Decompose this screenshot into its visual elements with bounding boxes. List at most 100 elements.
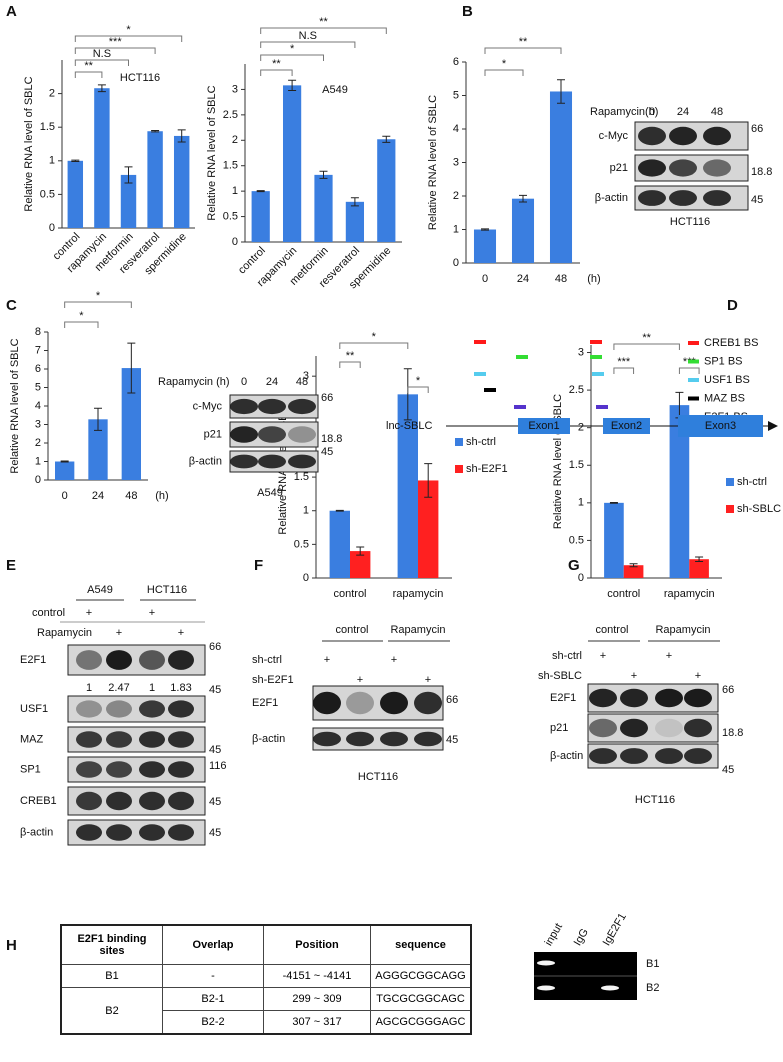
- bar: [473, 229, 497, 263]
- blot-band: [168, 761, 194, 778]
- header-cell: E2F1 binding sites: [60, 924, 163, 965]
- plus-sign: +: [149, 607, 155, 619]
- cell: B2-2: [162, 1010, 264, 1035]
- blot-band: [288, 398, 316, 415]
- blot-band: [106, 824, 132, 841]
- blot-cell-line: A549: [87, 584, 113, 596]
- bar: [329, 510, 350, 578]
- plus-sign: +: [324, 654, 330, 666]
- error-bar: [403, 368, 412, 421]
- blot-row-label: CREB1: [20, 795, 57, 807]
- blot-marker: 18.8: [722, 727, 743, 739]
- significance-label: **: [642, 332, 651, 344]
- significance-bracket: [260, 69, 293, 76]
- blot-band: [414, 691, 442, 715]
- legend-label: SP1 BS: [704, 355, 743, 367]
- significance-label: *: [290, 43, 295, 55]
- exon-label: Exon1: [528, 420, 559, 432]
- blot-band: [76, 700, 102, 718]
- x-tick-label: control: [333, 588, 366, 600]
- blot-band: [703, 159, 731, 177]
- y-tick-label: 2.5: [223, 109, 238, 121]
- y-tick-label: 4: [35, 400, 41, 412]
- x-tick-label: 0: [62, 490, 68, 502]
- error-bar: [424, 463, 433, 498]
- blot-band: [589, 688, 617, 708]
- error-bar: [557, 79, 565, 104]
- error-bar: [382, 135, 391, 143]
- blot-row-label: β-actin: [550, 750, 583, 762]
- bar: [121, 368, 141, 480]
- bar: [669, 405, 690, 578]
- band-quantification: 1: [86, 682, 92, 694]
- cell: B2-1: [162, 987, 264, 1011]
- blot-row-label: E2F1: [550, 692, 576, 704]
- bar: [147, 131, 163, 228]
- significance-bracket: [64, 321, 99, 328]
- blot-marker: 45: [751, 194, 763, 206]
- blot-band: [230, 426, 258, 443]
- y-tick-label: 0.5: [223, 210, 238, 222]
- chart-annotation: HCT116: [120, 72, 160, 84]
- blot-band: [139, 791, 165, 811]
- x-tick-label: rapamycin: [393, 588, 444, 600]
- blot-row-label: c-Myc: [193, 400, 223, 412]
- y-tick-label: 3: [35, 418, 41, 430]
- blot-marker: 45: [209, 827, 221, 839]
- x-tick-label: 48: [125, 490, 137, 502]
- blot-band: [380, 691, 408, 715]
- y-tick-label: 1: [303, 505, 309, 517]
- significance-bracket: [484, 69, 524, 76]
- blot-row-label: p21: [204, 428, 222, 440]
- blot-band: [655, 718, 683, 738]
- blot-row-label: β-actin: [20, 826, 53, 838]
- y-tick-label: 2: [453, 190, 459, 202]
- legend-swatch: [688, 396, 699, 401]
- error-bar: [124, 166, 133, 184]
- significance-bracket: [613, 367, 635, 374]
- significance-label: **: [84, 60, 93, 72]
- table-header: E2F1 binding sites Overlap Position sequ…: [60, 924, 472, 965]
- y-tick-label: 0.5: [294, 538, 309, 550]
- blot-band: [168, 791, 194, 811]
- blot-band: [669, 126, 697, 146]
- blot-band: [139, 731, 165, 748]
- chart-annotation: A549: [322, 84, 348, 96]
- panel-label: B: [462, 3, 473, 20]
- blot-band: [684, 748, 712, 764]
- blot-lane-label: 24: [266, 376, 278, 388]
- plus-sign: +: [391, 654, 397, 666]
- blot-band: [76, 650, 102, 670]
- blot-band: [168, 650, 194, 670]
- condition-label: control: [32, 607, 65, 619]
- cell: -: [162, 964, 264, 988]
- group-label: control: [335, 624, 368, 636]
- blot-row-label: β-actin: [252, 733, 285, 745]
- y-tick-label: 8: [35, 326, 41, 338]
- significance-bracket: [64, 301, 132, 308]
- panel-label: E: [6, 557, 16, 574]
- blot-row-label: E2F1: [252, 697, 278, 709]
- y-tick-label: 6: [35, 363, 41, 375]
- x-axis-label: (h): [587, 273, 600, 285]
- blot-cell-line: A549: [257, 487, 283, 499]
- blot-band: [139, 761, 165, 778]
- gel-row-label: B1: [646, 958, 659, 970]
- blot-band: [589, 718, 617, 738]
- legend-label: USF1 BS: [704, 374, 750, 386]
- blot-band: [76, 824, 102, 841]
- exon: [678, 415, 763, 437]
- plus-sign: +: [631, 670, 637, 682]
- x-tick-label: 24: [92, 490, 104, 502]
- x-tick-label: control: [607, 588, 640, 600]
- error-bar: [481, 228, 489, 231]
- shrna-label: sh-ctrl: [552, 650, 582, 662]
- blot-band: [230, 454, 258, 469]
- header-cell: sequence: [370, 924, 472, 965]
- bar: [314, 174, 333, 242]
- blot-treatment: Rapamycin (h): [158, 376, 230, 388]
- panel-label: F: [254, 557, 263, 574]
- y-tick-label: 1: [232, 185, 238, 197]
- condition-label: Rapamycin: [37, 627, 92, 639]
- blot-band: [76, 761, 102, 778]
